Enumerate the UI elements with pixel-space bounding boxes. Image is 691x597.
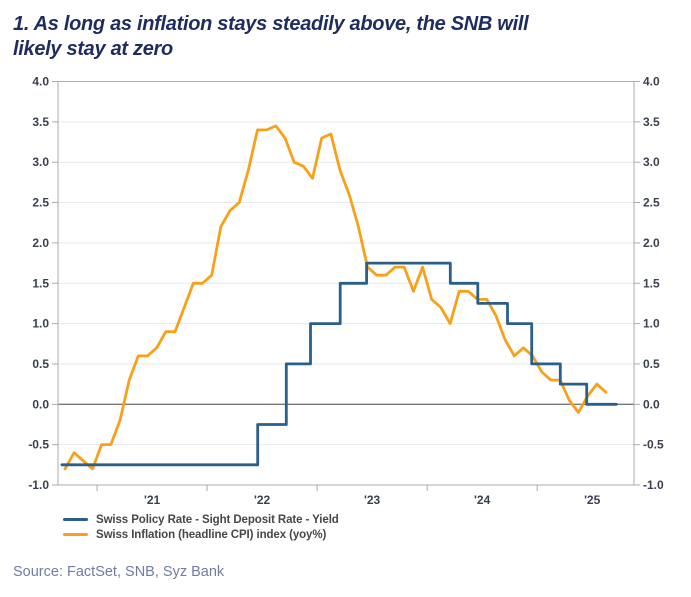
y-axis-tick-label-right: 1.5 — [643, 276, 660, 290]
source-note: Source: FactSet, SNB, Syz Bank — [13, 564, 225, 580]
policy-rate-line-swatch — [63, 518, 88, 521]
y-axis-tick-label-right: 3.0 — [643, 155, 660, 169]
inflation-series-line — [63, 124, 608, 471]
y-axis-tick-label-left: 3.0 — [32, 155, 49, 169]
inflation-line-swatch — [63, 533, 88, 536]
y-axis-tick-label-right: 1.0 — [643, 317, 660, 331]
chart-title-line-2: likely stay at zero — [13, 38, 173, 60]
chart-legend: Swiss Policy Rate - Sight Deposit Rate -… — [63, 512, 339, 542]
y-axis-tick-label-left: -0.5 — [28, 438, 49, 452]
y-axis-tick-label-left: 1.0 — [32, 317, 49, 331]
x-axis-year-label: '22 — [254, 493, 271, 507]
x-axis-year-label: '21 — [144, 493, 161, 507]
chart-title-line-1: 1. As long as inflation stays steadily a… — [13, 13, 529, 35]
x-axis-year-label: '23 — [364, 493, 381, 507]
y-axis-tick-label-left: 1.5 — [32, 276, 49, 290]
chart-title: 1. As long as inflation stays steadily a… — [13, 12, 529, 62]
y-axis-tick-label-left: -1.0 — [28, 478, 49, 492]
y-axis-tick-label-right: -0.5 — [643, 438, 664, 452]
y-axis-tick-label-left: 0.5 — [32, 357, 49, 371]
y-axis-tick-label-right: 3.5 — [643, 115, 660, 129]
y-axis-tick-label-right: 2.5 — [643, 196, 660, 210]
legend-item-inflation: Swiss Inflation (headline CPI) index (yo… — [63, 527, 339, 542]
y-axis-tick-label-left: 2.0 — [32, 236, 49, 250]
y-axis-tick-label-right: 0.5 — [643, 357, 660, 371]
y-axis-tick-label-left: 3.5 — [32, 115, 49, 129]
legend-item-policy-rate: Swiss Policy Rate - Sight Deposit Rate -… — [63, 512, 339, 527]
policy-rate-legend-label: Swiss Policy Rate - Sight Deposit Rate -… — [96, 513, 339, 526]
x-axis-year-label: '25 — [584, 493, 601, 507]
y-axis-tick-label-left: 4.0 — [32, 75, 49, 89]
y-axis-tick-label-left: 0.0 — [32, 397, 49, 411]
y-axis-tick-label-right: 0.0 — [643, 397, 660, 411]
x-axis-year-label: '24 — [474, 493, 491, 507]
policy-rate-series-line — [60, 261, 618, 467]
inflation-legend-label: Swiss Inflation (headline CPI) index (yo… — [96, 528, 327, 541]
y-axis-tick-label-right: -1.0 — [643, 478, 664, 492]
y-axis-tick-label-right: 4.0 — [643, 75, 660, 89]
y-axis-tick-label-right: 2.0 — [643, 236, 660, 250]
y-axis-tick-label-left: 2.5 — [32, 196, 49, 210]
